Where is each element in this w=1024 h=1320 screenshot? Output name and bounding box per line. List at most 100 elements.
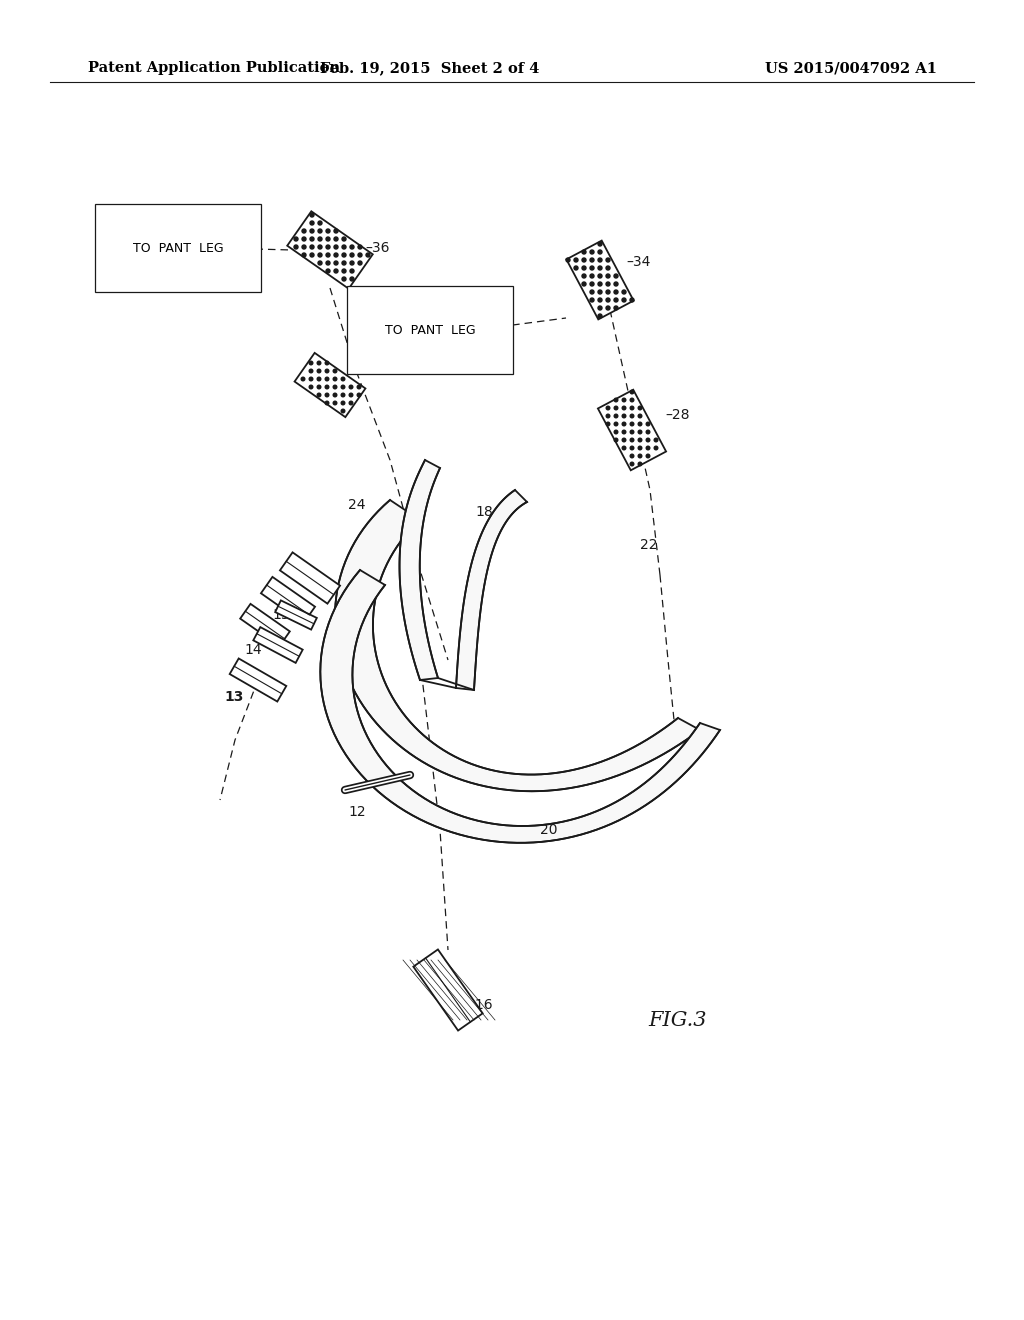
Circle shape [302, 228, 306, 234]
Circle shape [349, 401, 353, 405]
Circle shape [341, 409, 345, 413]
Circle shape [598, 282, 602, 286]
Circle shape [623, 399, 626, 401]
Circle shape [598, 249, 602, 253]
Text: 26: 26 [310, 383, 328, 397]
Circle shape [630, 399, 634, 401]
Circle shape [333, 385, 337, 389]
Circle shape [598, 314, 602, 318]
Circle shape [590, 267, 594, 271]
Circle shape [334, 253, 338, 257]
Circle shape [366, 253, 370, 257]
Polygon shape [598, 389, 666, 470]
Circle shape [342, 246, 346, 249]
Circle shape [341, 393, 345, 397]
Circle shape [630, 414, 634, 418]
Circle shape [646, 422, 650, 426]
Circle shape [326, 385, 329, 389]
Polygon shape [414, 949, 482, 1031]
Circle shape [309, 362, 312, 364]
Circle shape [630, 462, 634, 466]
Circle shape [630, 391, 634, 393]
Circle shape [623, 438, 626, 442]
Text: FIG.3: FIG.3 [648, 1011, 707, 1030]
Circle shape [590, 290, 594, 294]
Circle shape [309, 378, 312, 380]
Circle shape [614, 306, 618, 310]
Circle shape [358, 246, 362, 249]
Circle shape [606, 275, 610, 279]
Polygon shape [288, 211, 373, 289]
Text: –28: –28 [665, 408, 689, 422]
Circle shape [357, 393, 360, 397]
Circle shape [318, 228, 322, 234]
Circle shape [590, 298, 594, 302]
Circle shape [654, 438, 657, 442]
Circle shape [358, 253, 362, 257]
Circle shape [333, 378, 337, 380]
Polygon shape [456, 490, 527, 690]
Circle shape [630, 438, 634, 442]
Circle shape [623, 430, 626, 434]
Circle shape [606, 306, 610, 310]
Circle shape [638, 430, 642, 434]
Circle shape [342, 238, 346, 242]
Circle shape [622, 298, 626, 302]
Text: 18: 18 [475, 506, 493, 519]
Circle shape [310, 213, 314, 216]
Circle shape [582, 249, 586, 253]
Circle shape [318, 261, 322, 265]
Circle shape [614, 298, 618, 302]
Circle shape [590, 275, 594, 279]
Circle shape [326, 393, 329, 397]
Circle shape [646, 430, 650, 434]
Circle shape [630, 298, 634, 302]
Circle shape [598, 290, 602, 294]
Circle shape [318, 253, 322, 257]
Circle shape [590, 282, 594, 286]
Text: TO  PANT  LEG: TO PANT LEG [133, 242, 223, 255]
Circle shape [349, 385, 353, 389]
Circle shape [341, 385, 345, 389]
Circle shape [606, 257, 610, 261]
Circle shape [606, 290, 610, 294]
Circle shape [350, 261, 354, 265]
Polygon shape [275, 601, 316, 630]
Circle shape [590, 257, 594, 261]
Circle shape [638, 462, 642, 466]
Circle shape [614, 407, 617, 409]
Circle shape [606, 267, 610, 271]
Circle shape [349, 393, 353, 397]
Circle shape [638, 407, 642, 409]
Circle shape [614, 430, 617, 434]
Circle shape [302, 253, 306, 257]
Polygon shape [261, 577, 315, 623]
Polygon shape [399, 459, 440, 680]
Circle shape [598, 257, 602, 261]
Circle shape [326, 269, 330, 273]
Polygon shape [241, 603, 290, 645]
Circle shape [598, 275, 602, 279]
Circle shape [309, 385, 312, 389]
Circle shape [638, 446, 642, 450]
Circle shape [317, 393, 321, 397]
Circle shape [606, 422, 610, 426]
Circle shape [623, 414, 626, 418]
Circle shape [310, 246, 314, 249]
Circle shape [566, 257, 570, 261]
Circle shape [302, 246, 306, 249]
Circle shape [318, 246, 322, 249]
Circle shape [606, 298, 610, 302]
Text: Patent Application Publication: Patent Application Publication [88, 61, 340, 75]
Circle shape [614, 282, 618, 286]
Polygon shape [280, 552, 340, 603]
Circle shape [310, 238, 314, 242]
Circle shape [630, 430, 634, 434]
Circle shape [646, 438, 650, 442]
Circle shape [342, 269, 346, 273]
Circle shape [326, 378, 329, 380]
Circle shape [646, 446, 650, 450]
Circle shape [334, 246, 338, 249]
Text: US 2015/0047092 A1: US 2015/0047092 A1 [765, 61, 937, 75]
Circle shape [638, 454, 642, 458]
